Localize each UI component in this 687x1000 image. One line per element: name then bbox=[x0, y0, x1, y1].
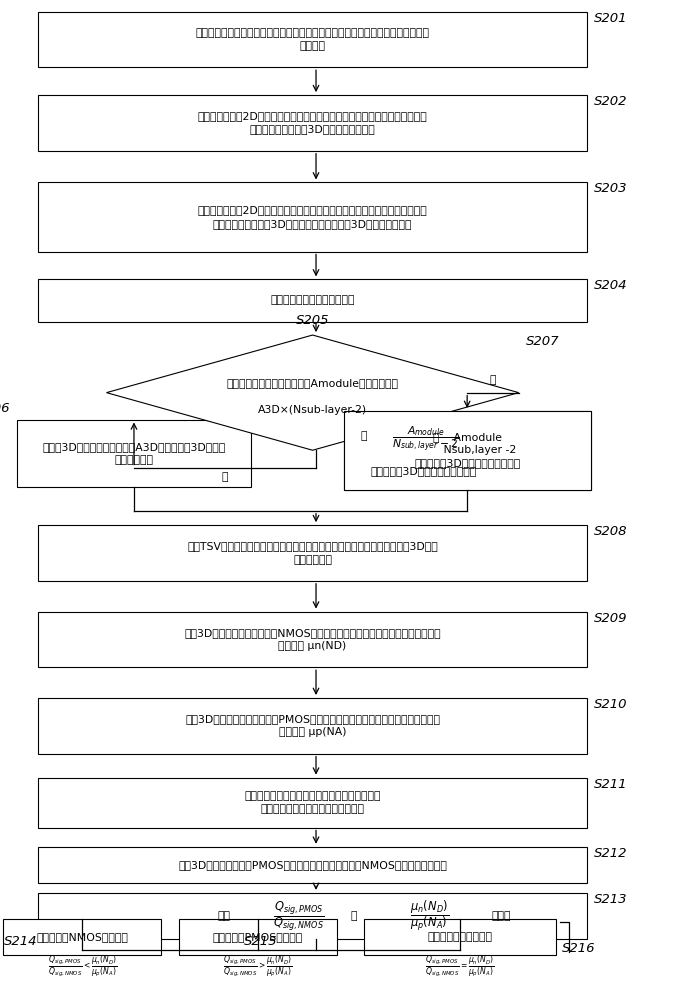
Polygon shape bbox=[106, 335, 519, 450]
Text: $\dfrac{A_{module}}{N_{sub,layer}-2}$: $\dfrac{A_{module}}{N_{sub,layer}-2}$ bbox=[392, 424, 460, 454]
Bar bbox=[344, 411, 591, 490]
Text: 比较: 比较 bbox=[217, 911, 230, 921]
Text: 的大小: 的大小 bbox=[491, 911, 510, 921]
Text: S201: S201 bbox=[594, 12, 628, 25]
Bar bbox=[38, 12, 587, 67]
Bar bbox=[38, 525, 587, 581]
Bar bbox=[38, 847, 587, 883]
Text: 确定区域为PMOS易翻转区: 确定区域为PMOS易翻转区 bbox=[212, 932, 303, 942]
Text: S206: S206 bbox=[0, 402, 10, 415]
Bar bbox=[38, 778, 587, 828]
Bar bbox=[3, 919, 161, 955]
Bar bbox=[38, 279, 587, 322]
Text: 确定区域为NMOS易翻转区: 确定区域为NMOS易翻转区 bbox=[36, 932, 128, 942]
Bar bbox=[364, 919, 556, 955]
Bar bbox=[38, 612, 587, 667]
Text: 根据3D密码电路中的一区域的NMOS管的掺杂浓度，计算确定没有应力影响下的电
子迁移率 μn(ND): 根据3D密码电路中的一区域的NMOS管的掺杂浓度，计算确定没有应力影响下的电 子… bbox=[184, 628, 441, 651]
Text: S214: S214 bbox=[3, 935, 37, 948]
Text: S216: S216 bbox=[562, 942, 596, 955]
Text: S204: S204 bbox=[594, 279, 628, 292]
Text: 将: 将 bbox=[361, 431, 367, 441]
Text: 根据密码电路所采用的密码算法所对应的错误注入攻击方法确定密码电路中的敏感
逻辑单元: 根据密码电路所采用的密码算法所对应的错误注入攻击方法确定密码电路中的敏感 逻辑单… bbox=[196, 28, 429, 51]
Text: 否: 否 bbox=[490, 375, 496, 385]
Bar bbox=[17, 420, 251, 487]
Text: S212: S212 bbox=[594, 847, 628, 860]
Text: S208: S208 bbox=[594, 525, 628, 538]
Text: 将    Amodule
       Nsub,layer -2
确定为所述3D芯片的实际最小面积: 将 Amodule Nsub,layer -2 确定为所述3D芯片的实际最小面积 bbox=[414, 432, 520, 468]
Bar bbox=[344, 411, 591, 490]
Text: S202: S202 bbox=[594, 95, 628, 108]
Bar bbox=[179, 919, 337, 955]
Text: 判断所有敏感逻辑单元的面积Amodule是否小于等于: 判断所有敏感逻辑单元的面积Amodule是否小于等于 bbox=[227, 378, 398, 388]
Text: 是: 是 bbox=[222, 472, 228, 482]
Text: $\dfrac{\mu_n(N_D)}{\mu_p(N_A)}$: $\dfrac{\mu_n(N_D)}{\mu_p(N_A)}$ bbox=[410, 899, 449, 933]
Text: 确定在应力影响下的电子迁移率的变化率以及在
在应力影响下的空穴迁移率的变化率: 确定在应力影响下的电子迁移率的变化率以及在 在应力影响下的空穴迁移率的变化率 bbox=[245, 791, 381, 814]
Text: S210: S210 bbox=[594, 698, 628, 711]
Bar bbox=[38, 95, 587, 151]
Bar bbox=[38, 182, 587, 252]
Text: 根据TSV数目优化策略将密码电路中除敏感逻辑单元以外的其他电路分配到3D层次
划分的各层中: 根据TSV数目优化策略将密码电路中除敏感逻辑单元以外的其他电路分配到3D层次 划… bbox=[188, 541, 438, 565]
Text: A3D×(Nsub-layer-2): A3D×(Nsub-layer-2) bbox=[258, 405, 367, 415]
Text: 与: 与 bbox=[350, 911, 357, 921]
Text: 获取密码电路的2D芯片模式下的面积、密码电路中的硅通孔的面积和硅通孔的
数目，以及密码电路3D芯片待划分的层数: 获取密码电路的2D芯片模式下的面积、密码电路中的硅通孔的面积和硅通孔的 数目，以… bbox=[198, 111, 427, 134]
Text: S215: S215 bbox=[244, 935, 278, 948]
Text: $\dfrac{Q_{sig,PMOS}}{Q_{sig,NMOS}}=\dfrac{\mu_n(N_D)}{\mu_p(N_A)}$: $\dfrac{Q_{sig,PMOS}}{Q_{sig,NMOS}}=\dfr… bbox=[425, 953, 495, 979]
Text: 将所述3D芯片的预估最小面积A3D确定为所述3D芯片的
实际最小面积: 将所述3D芯片的预估最小面积A3D确定为所述3D芯片的 实际最小面积 bbox=[43, 442, 225, 465]
Text: S205: S205 bbox=[296, 314, 329, 327]
Bar bbox=[38, 698, 587, 754]
Text: 获取所有敏感逻辑单元的面积: 获取所有敏感逻辑单元的面积 bbox=[271, 295, 354, 305]
Text: 根据3D密码电路中的一区域的PMOS管的掺杂浓度，计算确定没有应力影响下的空
穴迁移率 μp(NA): 根据3D密码电路中的一区域的PMOS管的掺杂浓度，计算确定没有应力影响下的空 穴… bbox=[185, 714, 440, 737]
Text: 根据密码电路的2D芯片模式下的面积、密码电路中的硅通孔的面积和硅通孔的
数目，以及密码电路3D芯片待划分的层数确定3D芯片的最小面积: 根据密码电路的2D芯片模式下的面积、密码电路中的硅通孔的面积和硅通孔的 数目，以… bbox=[198, 205, 427, 229]
Text: S213: S213 bbox=[594, 893, 628, 906]
Text: $\dfrac{Q_{sig,PMOS}}{Q_{sig,NMOS}}<\dfrac{\mu_n(N_D)}{\mu_p(N_A)}$: $\dfrac{Q_{sig,PMOS}}{Q_{sig,NMOS}}<\dfr… bbox=[47, 953, 117, 979]
Text: 确定3D密码电路中引起PMOS管翻转的最大电荷以及引起NMOS管翻转的最大电荷: 确定3D密码电路中引起PMOS管翻转的最大电荷以及引起NMOS管翻转的最大电荷 bbox=[178, 860, 447, 870]
Text: S207: S207 bbox=[526, 335, 559, 348]
Bar bbox=[38, 893, 587, 939]
Text: S203: S203 bbox=[594, 182, 628, 195]
Text: $\dfrac{Q_{sig,PMOS}}{Q_{sig,NMOS}}$: $\dfrac{Q_{sig,PMOS}}{Q_{sig,NMOS}}$ bbox=[273, 899, 324, 933]
Text: $\dfrac{Q_{sig,PMOS}}{Q_{sig,NMOS}}>\dfrac{\mu_n(N_D)}{\mu_p(N_A)}$: $\dfrac{Q_{sig,PMOS}}{Q_{sig,NMOS}}>\dfr… bbox=[223, 953, 293, 979]
Text: 确定区域为随机翻转区: 确定区域为随机翻转区 bbox=[428, 932, 493, 942]
Text: 确定为所述3D芯片的实际最小面积: 确定为所述3D芯片的实际最小面积 bbox=[371, 466, 477, 476]
Text: S209: S209 bbox=[594, 612, 628, 625]
Text: S211: S211 bbox=[594, 778, 628, 791]
